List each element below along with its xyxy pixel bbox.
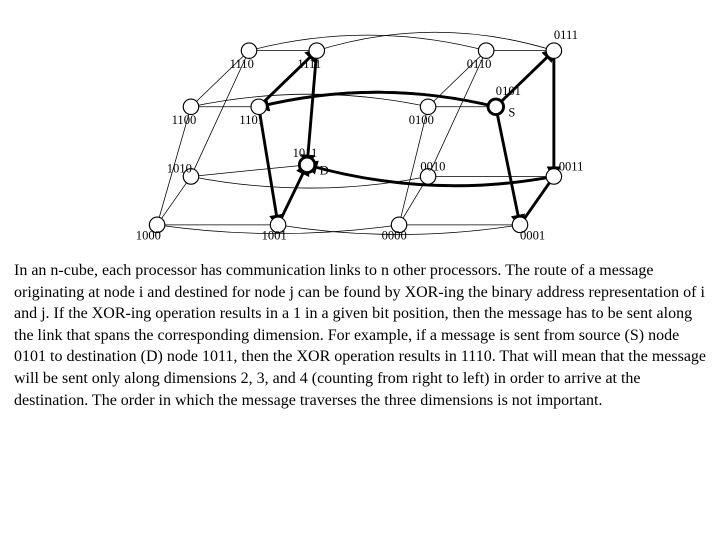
node-0100 <box>420 99 435 114</box>
node-0101 <box>488 99 503 114</box>
edge-0101-0111 <box>496 51 554 107</box>
node-label-0101: 0101 <box>496 84 521 98</box>
node-label-0111: 0111 <box>554 28 578 42</box>
hypercube-diagram: 1000 1001 1010 1011D 1100 1101 1110 1111 0110 011… <box>100 10 640 250</box>
node-mark-S: S <box>508 105 515 119</box>
node-1110 <box>241 43 256 58</box>
edge-1010-1011 <box>191 165 307 177</box>
node-label-0011: 0011 <box>559 160 584 174</box>
node-1100 <box>183 99 198 114</box>
node-mark-D: D <box>320 164 329 178</box>
edge-0001-0011 <box>520 176 554 224</box>
node-label-1001: 1001 <box>262 228 287 242</box>
node-label-1111: 1111 <box>297 57 321 71</box>
node-label-0000: 0000 <box>382 228 407 242</box>
node-label-0110: 0110 <box>467 57 492 71</box>
edge-1001-1011 <box>278 165 307 225</box>
edge-0101-0001 <box>496 107 520 225</box>
edge-1010-1000 <box>157 176 191 224</box>
arc-1110-0110 <box>249 35 486 50</box>
caption-paragraph: In an n-cube, each processor has communi… <box>10 260 710 411</box>
node-label-1101: 1101 <box>239 113 264 127</box>
node-label-0100: 0100 <box>409 113 434 127</box>
node-label-1000: 1000 <box>136 228 161 242</box>
node-label-1110: 1110 <box>230 57 254 71</box>
node-1111 <box>309 43 324 58</box>
node-0110 <box>478 43 493 58</box>
node-0111 <box>546 43 561 58</box>
node-label-0010: 0010 <box>420 160 445 174</box>
node-label-1010: 1010 <box>167 162 192 176</box>
node-label-1011: 1011 <box>293 146 318 160</box>
arc-1111-0111 <box>317 32 554 50</box>
node-1101 <box>251 99 266 114</box>
node-label-1100: 1100 <box>172 113 197 127</box>
node-label-0001: 0001 <box>520 228 545 242</box>
